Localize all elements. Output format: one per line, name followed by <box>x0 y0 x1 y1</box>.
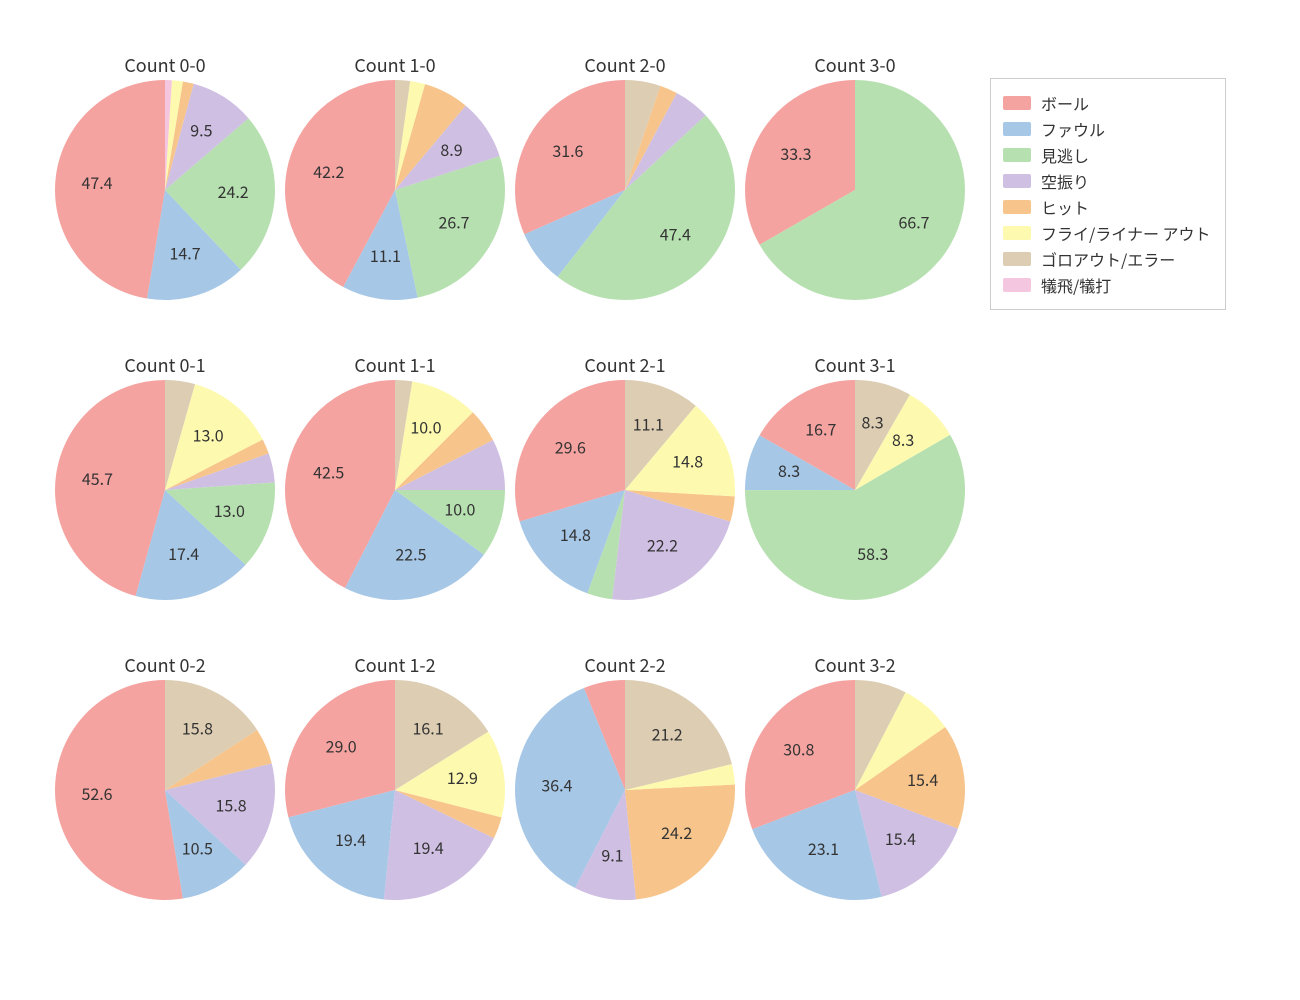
slice-label: 19.4 <box>335 827 366 851</box>
slice-label: 12.9 <box>447 765 478 789</box>
pie-title: Count 3-2 <box>745 652 965 678</box>
legend-swatch <box>1003 174 1031 188</box>
legend-row: 犠飛/犠打 <box>1003 273 1211 297</box>
pie-title: Count 1-2 <box>285 652 505 678</box>
slice-label: 33.3 <box>780 141 811 165</box>
legend-swatch <box>1003 200 1031 214</box>
pie-chart: 45.7 17.4 13.0 13.0 <box>55 380 275 600</box>
slice-label: 10.5 <box>182 835 213 859</box>
slice-label: 45.7 <box>82 466 113 490</box>
slice-label: 8.9 <box>440 137 462 161</box>
slice-label: 8.3 <box>861 409 883 433</box>
legend-label: 空振り <box>1041 169 1089 193</box>
legend-row: ボール <box>1003 91 1211 115</box>
legend-row: ヒット <box>1003 195 1211 219</box>
slice-label: 26.7 <box>438 210 469 234</box>
legend-label: ファウル <box>1041 117 1105 141</box>
slice-label: 36.4 <box>541 772 572 796</box>
slice-label: 47.4 <box>81 170 112 194</box>
legend-swatch <box>1003 252 1031 266</box>
pie-title: Count 2-0 <box>515 52 735 78</box>
pie-title: Count 2-2 <box>515 652 735 678</box>
legend-label: 犠飛/犠打 <box>1041 273 1111 297</box>
slice-label: 14.7 <box>170 241 201 265</box>
slice-label: 58.3 <box>857 541 888 565</box>
legend-swatch <box>1003 122 1031 136</box>
slice-label: 13.0 <box>214 498 245 522</box>
slice-label: 24.2 <box>218 179 249 203</box>
slice-label: 47.4 <box>660 221 691 245</box>
pie-chart: 16.78.358.38.38.3 <box>745 380 965 600</box>
legend-label: フライ/ライナー アウト <box>1041 221 1211 245</box>
pie-grid-figure: Count 0-0 47.4 14.7 24.2 9.5 Count 1-0 42.2 11.… <box>0 0 1300 1000</box>
slice-label: 29.0 <box>326 734 357 758</box>
slice-label: 10.0 <box>410 415 441 439</box>
pie-chart: 47.4 14.7 24.2 9.5 <box>55 80 275 300</box>
slice-label: 9.1 <box>601 842 623 866</box>
slice-label: 8.3 <box>892 427 914 451</box>
pie-chart: 29.6 14.8 22.2 14.8 11.1 <box>515 380 735 600</box>
pie-chart: 36.4 9.1 24.2 21.2 <box>515 680 735 900</box>
slice-label: 17.4 <box>168 541 199 565</box>
slice-label: 22.2 <box>647 532 678 556</box>
pie-chart: 30.8 23.1 15.4 15.4 <box>745 680 965 900</box>
legend-row: 見逃し <box>1003 143 1211 167</box>
pie-title: Count 1-1 <box>285 352 505 378</box>
legend-row: ファウル <box>1003 117 1211 141</box>
legend-row: ゴロアウト/エラー <box>1003 247 1211 271</box>
legend-label: ボール <box>1041 91 1089 115</box>
legend-swatch <box>1003 226 1031 240</box>
pie-title: Count 0-0 <box>55 52 275 78</box>
slice-label: 15.4 <box>907 767 938 791</box>
legend-swatch <box>1003 278 1031 292</box>
slice-label: 42.5 <box>313 459 344 483</box>
legend-label: ヒット <box>1041 195 1089 219</box>
legend-label: ゴロアウト/エラー <box>1041 247 1175 271</box>
slice-label: 15.8 <box>216 792 247 816</box>
slice-label: 14.8 <box>672 448 703 472</box>
pie-chart: 29.0 19.4 19.4 12.9 16.1 <box>285 680 505 900</box>
slice-label: 19.4 <box>413 835 444 859</box>
slice-label: 16.7 <box>805 416 836 440</box>
pie-chart: 33.3 66.7 <box>745 80 965 300</box>
legend: ボールファウル見逃し空振りヒットフライ/ライナー アウトゴロアウト/エラー犠飛/… <box>990 78 1226 310</box>
legend-swatch <box>1003 148 1031 162</box>
slice-label: 11.1 <box>633 411 664 435</box>
pie-title: Count 0-2 <box>55 652 275 678</box>
slice-label: 23.1 <box>808 836 839 860</box>
slice-label: 15.4 <box>885 826 916 850</box>
slice-label: 31.6 <box>552 138 583 162</box>
pie-chart: 42.2 11.1 26.7 8.9 <box>285 80 505 300</box>
legend-row: フライ/ライナー アウト <box>1003 221 1211 245</box>
slice-label: 13.0 <box>193 423 224 447</box>
slice-label: 21.2 <box>652 722 683 746</box>
slice-label: 14.8 <box>560 522 591 546</box>
slice-label: 10.0 <box>444 496 475 520</box>
slice-label: 52.6 <box>81 781 112 805</box>
pie-chart: 52.610.515.815.8 <box>55 680 275 900</box>
slice-label: 66.7 <box>898 210 929 234</box>
slice-label: 8.3 <box>778 458 800 482</box>
pie-title: Count 2-1 <box>515 352 735 378</box>
slice-label: 11.1 <box>370 243 401 267</box>
pie-chart: 42.5 22.5 10.0 10.0 <box>285 380 505 600</box>
slice-label: 9.5 <box>190 118 212 142</box>
legend-row: 空振り <box>1003 169 1211 193</box>
pie-title: Count 3-1 <box>745 352 965 378</box>
slice-label: 15.8 <box>182 715 213 739</box>
slice-label: 42.2 <box>313 159 344 183</box>
pie-title: Count 3-0 <box>745 52 965 78</box>
slice-label: 29.6 <box>555 435 586 459</box>
legend-label: 見逃し <box>1041 143 1089 167</box>
pie-slice <box>55 680 183 900</box>
slice-label: 22.5 <box>395 542 426 566</box>
pie-title: Count 0-1 <box>55 352 275 378</box>
slice-label: 24.2 <box>661 820 692 844</box>
slice-label: 30.8 <box>783 737 814 761</box>
slice-label: 16.1 <box>412 716 443 740</box>
legend-swatch <box>1003 96 1031 110</box>
pie-title: Count 1-0 <box>285 52 505 78</box>
pie-chart: 31.6 47.4 <box>515 80 735 300</box>
